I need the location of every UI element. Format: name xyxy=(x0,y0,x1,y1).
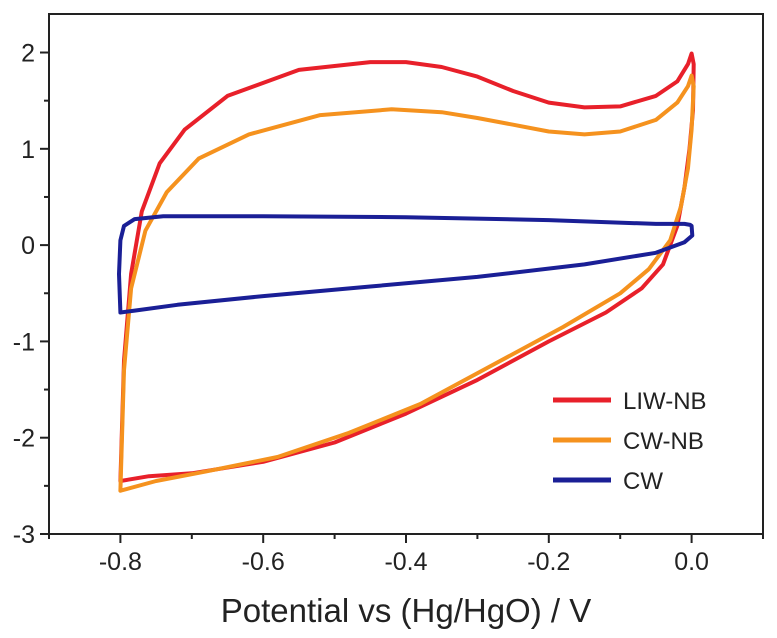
plot-frame xyxy=(48,13,764,535)
series-line-liw-nb xyxy=(118,51,696,483)
x-tick-label: -0.8 xyxy=(99,548,142,576)
series-line-cw xyxy=(117,214,695,315)
axis-ticks: -0.8 -0.6 -0.4 -0.2 0.0 -3 -2 -1 0 1 2 xyxy=(13,40,764,576)
x-axis-title: Potential vs (Hg/HgO) / V xyxy=(221,592,591,629)
x-tick-label: -0.4 xyxy=(384,548,427,576)
legend-label-cw-nb: CW-NB xyxy=(623,428,704,455)
series-layer xyxy=(117,51,696,493)
series-line-cw-nb xyxy=(118,73,696,493)
y-tick-label: -3 xyxy=(13,521,35,549)
y-tick-label: -1 xyxy=(13,328,35,356)
x-tick-label: 0.0 xyxy=(674,548,709,576)
y-tick-label: -2 xyxy=(13,425,35,453)
legend-label-cw: CW xyxy=(623,468,663,495)
x-tick-label: -0.2 xyxy=(527,548,570,576)
legend-label-liw-nb: LIW-NB xyxy=(623,388,707,415)
x-tick-label: -0.6 xyxy=(242,548,285,576)
y-tick-label: 0 xyxy=(21,232,35,260)
legend: LIW-NB CW-NB CW xyxy=(553,388,707,495)
y-tick-label: 1 xyxy=(21,136,35,164)
y-tick-label: 2 xyxy=(21,40,35,68)
